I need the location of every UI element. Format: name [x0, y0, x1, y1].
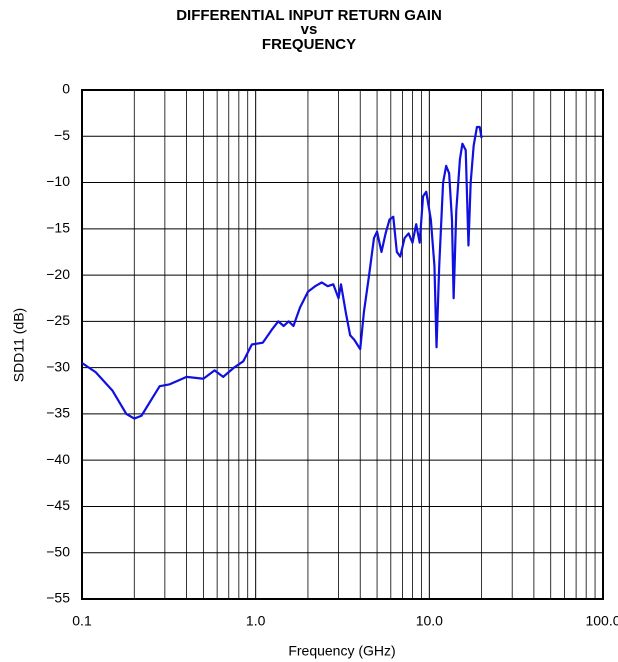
y-tick-label: −20: [46, 266, 70, 282]
y-tick-label: −25: [46, 312, 70, 328]
y-tick-label: 0: [62, 81, 70, 97]
y-tick-label: −5: [54, 127, 70, 143]
y-axis-label: SDD11 (dB): [11, 308, 27, 382]
x-tick-label: 0.1: [72, 613, 92, 629]
plot-frame: [81, 89, 604, 600]
y-tick-label: −35: [46, 405, 70, 421]
y-tick-label: −15: [46, 220, 70, 236]
chart-subtitle: vs: [301, 21, 318, 38]
y-tick-label: −10: [46, 173, 70, 189]
y-tick-label: −40: [46, 451, 70, 467]
y-tick-label: −45: [46, 497, 70, 513]
x-tick-label: 100.0: [585, 613, 618, 629]
x-tick-label: 10.0: [416, 613, 443, 629]
chart-title: DIFFERENTIAL INPUT RETURN GAIN: [176, 7, 442, 24]
data-line: [81, 125, 483, 420]
x-tick-label: 1.0: [246, 613, 266, 629]
y-tick-label: −55: [46, 590, 70, 606]
chart-subtitle: FREQUENCY: [262, 36, 356, 53]
y-tick-label: −50: [46, 543, 70, 559]
x-axis-label: Frequency (GHz): [288, 643, 395, 659]
y-tick-label: −30: [46, 358, 70, 374]
